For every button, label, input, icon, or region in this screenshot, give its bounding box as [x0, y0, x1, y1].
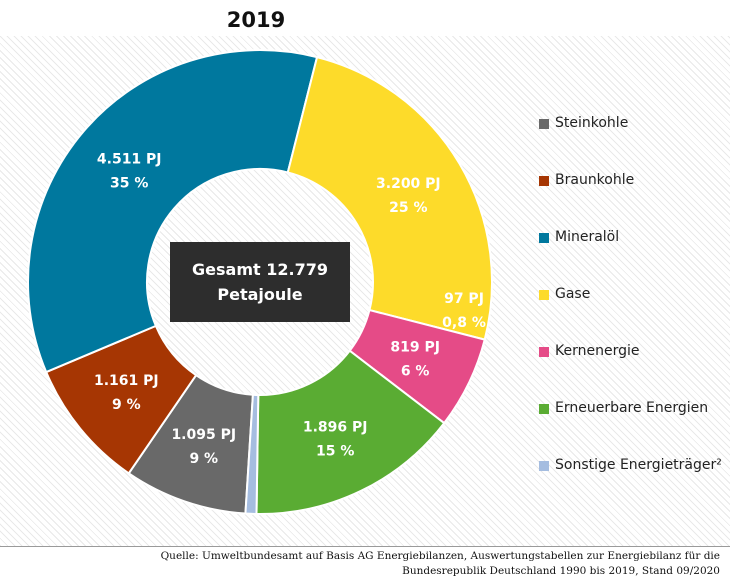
legend-item: Braunkohle	[539, 169, 722, 226]
legend-item: Mineralöl	[539, 226, 722, 283]
legend-label: Erneuerbare Energien	[555, 400, 709, 416]
source-line1: Quelle: Umweltbundesamt auf Basis AG Ene…	[160, 550, 720, 562]
legend-swatch	[539, 404, 549, 414]
legend-label: Braunkohle	[555, 172, 635, 188]
donut-slice-3	[27, 49, 319, 374]
legend-item: Gase	[539, 283, 722, 340]
slice-value-label: 4.511 PJ	[97, 152, 162, 168]
legend-label: Mineralöl	[555, 229, 620, 245]
legend-item: Erneuerbare Energien	[539, 397, 722, 454]
total-label-box: Gesamt 12.779 Petajoule	[170, 242, 350, 322]
divider	[0, 546, 730, 547]
source-note: Quelle: Umweltbundesamt auf Basis AG Ene…	[161, 549, 720, 579]
slice-percent-label: 6 %	[401, 363, 430, 379]
donut-slice-4	[286, 55, 493, 341]
slice-percent-label: 35 %	[110, 176, 148, 192]
legend-label: Steinkohle	[555, 115, 629, 131]
legend-item: Steinkohle	[539, 112, 722, 169]
slice-value-label: 819 PJ	[390, 339, 440, 355]
legend-swatch	[539, 119, 549, 129]
slice-value-label: 1.896 PJ	[303, 419, 368, 435]
slice-percent-label: 9 %	[112, 397, 141, 413]
legend-swatch	[539, 176, 549, 186]
legend-swatch	[539, 461, 549, 471]
chart-title: 2019	[226, 8, 286, 32]
legend-swatch	[539, 290, 549, 300]
slice-percent-label: 0,8 %	[442, 315, 486, 331]
slice-value-label: 3.200 PJ	[376, 176, 441, 192]
slice-value-label: 1.161 PJ	[94, 373, 159, 389]
legend-swatch	[539, 233, 549, 243]
source-line2: Bundesrepublik Deutschland 1990 bis 2019…	[402, 565, 720, 577]
legend-item: Kernenergie	[539, 340, 722, 397]
donut-slice-7	[244, 393, 260, 515]
donut-slice-6	[255, 349, 446, 515]
slice-percent-label: 15 %	[316, 443, 354, 459]
total-label-line2: Petajoule	[217, 285, 303, 304]
slice-value-label: 97 PJ	[444, 291, 484, 307]
legend-item: Sonstige Energieträger²	[539, 454, 722, 511]
total-label-line1: Gesamt 12.779	[192, 260, 328, 279]
slice-percent-label: 25 %	[389, 200, 427, 216]
legend: Steinkohle Braunkohle Mineralöl Gase Kernene…	[539, 112, 722, 511]
slice-value-label: 1.095 PJ	[171, 427, 236, 443]
legend-label: Sonstige Energieträger²	[555, 457, 722, 473]
legend-swatch	[539, 347, 549, 357]
legend-label: Gase	[555, 286, 591, 302]
legend-label: Kernenergie	[555, 343, 640, 359]
slice-percent-label: 9 %	[189, 451, 218, 467]
